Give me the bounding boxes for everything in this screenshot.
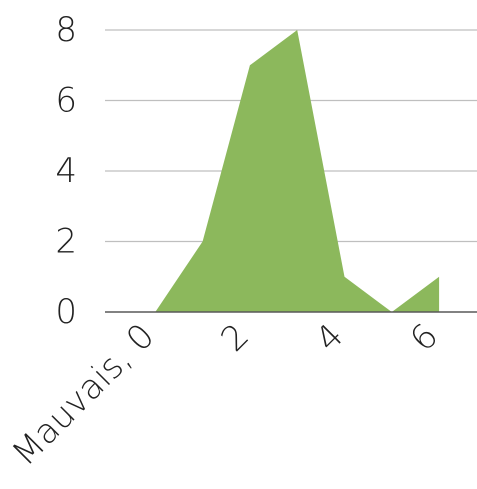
x-tick-label-0: Mauvais, 0 <box>5 316 163 474</box>
y-axis-tick-labels: 0 2 4 6 8 <box>55 10 77 332</box>
y-tick-label-6: 6 <box>55 81 77 121</box>
y-tick-label-2: 2 <box>55 222 77 262</box>
x-tick-label-2: 4 <box>308 316 352 360</box>
y-tick-label-0: 0 <box>55 292 77 332</box>
y-tick-label-8: 8 <box>55 10 77 50</box>
area-series-0 <box>108 30 440 312</box>
x-axis-tick-labels: Mauvais, 0 2 4 6 <box>5 316 447 474</box>
x-tick-label-1: 2 <box>213 316 257 360</box>
area-series <box>108 30 440 312</box>
x-tick-label-3: 6 <box>403 316 447 360</box>
y-tick-label-4: 4 <box>55 151 77 191</box>
